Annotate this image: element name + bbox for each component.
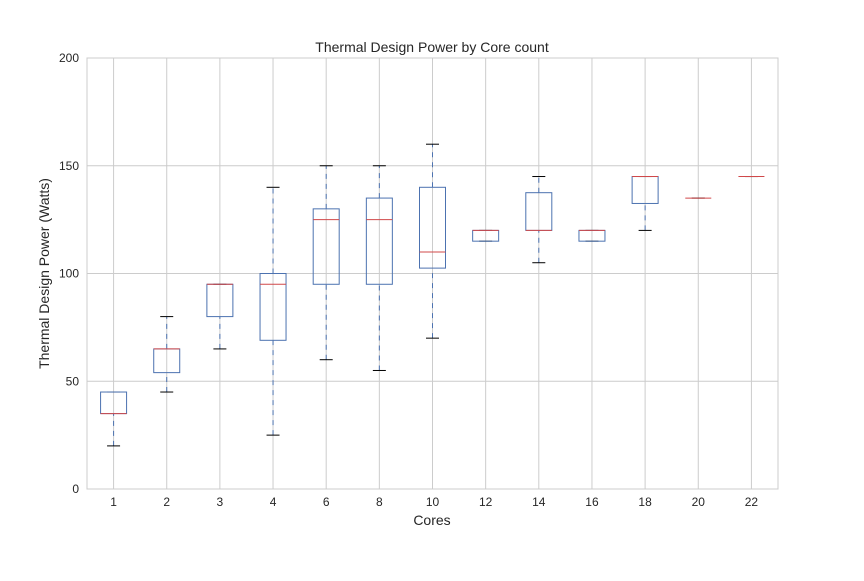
x-tick-label: 8 [376, 495, 383, 509]
box-1 [100, 391, 128, 447]
x-tick-label: 14 [532, 495, 546, 509]
box-6 [312, 165, 340, 361]
boxes [100, 143, 765, 447]
box-rect [419, 186, 446, 269]
x-tick-label: 22 [745, 495, 759, 509]
x-tick-label: 20 [692, 495, 706, 509]
x-tick-label: 3 [217, 495, 224, 509]
y-tick-label: 200 [59, 51, 79, 65]
box-rect [259, 273, 287, 341]
y-tick-label: 150 [59, 159, 79, 173]
x-axis-label: Cores [413, 512, 450, 528]
box-4 [259, 186, 287, 436]
y-tick-labels: 0 50 100 150 200 [59, 51, 79, 496]
box-2 [153, 316, 181, 393]
x-tick-label: 10 [426, 495, 440, 509]
x-tick-label: 1 [110, 495, 117, 509]
chart-title: Thermal Design Power by Core count [315, 39, 549, 55]
y-tick-label: 0 [72, 482, 79, 496]
x-tick-labels: 1 2 3 4 6 8 10 12 14 16 18 20 22 [110, 495, 758, 509]
x-tick-label: 12 [479, 495, 493, 509]
y-tick-label: 100 [59, 267, 79, 281]
box-3 [206, 283, 234, 350]
box-12 [472, 229, 500, 242]
box-rect [365, 197, 393, 285]
y-axis-label: Thermal Design Power (Watts) [36, 178, 52, 369]
x-tick-label: 6 [323, 495, 330, 509]
box-10 [419, 143, 446, 339]
x-tick-label: 18 [638, 495, 652, 509]
x-tick-label: 2 [163, 495, 170, 509]
box-14 [525, 176, 553, 264]
x-tick-label: 16 [585, 495, 599, 509]
box-18 [631, 176, 659, 231]
box-rect [312, 208, 340, 285]
box-8 [365, 165, 393, 371]
box-16 [578, 229, 606, 242]
plot-frame [86, 57, 779, 490]
y-tick-label: 50 [66, 374, 80, 388]
x-tick-label: 4 [270, 495, 277, 509]
